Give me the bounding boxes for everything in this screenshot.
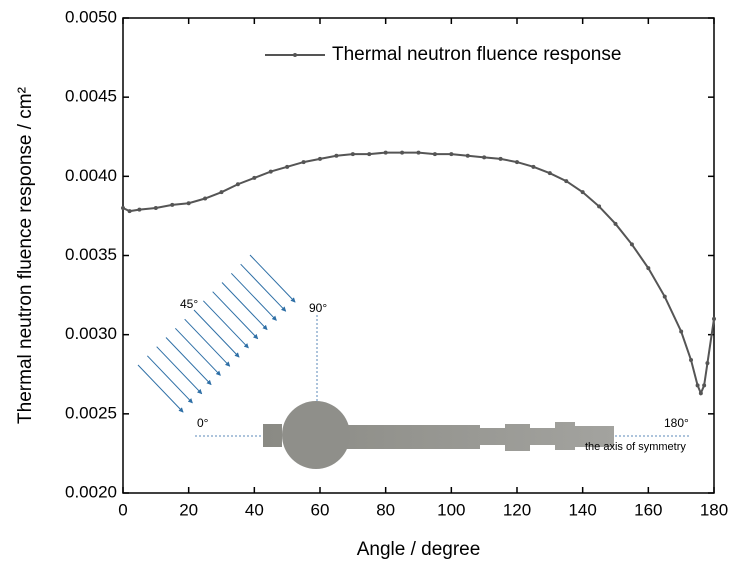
plot-frame bbox=[122, 17, 715, 494]
rod bbox=[263, 422, 614, 451]
data-point bbox=[695, 383, 700, 388]
beam-arrow bbox=[156, 346, 203, 395]
data-point bbox=[203, 196, 208, 201]
y-tick-label: 0.0035 bbox=[65, 245, 117, 264]
data-point bbox=[350, 152, 355, 157]
data-point bbox=[449, 152, 454, 157]
data-point bbox=[127, 209, 132, 214]
x-tick-label: 60 bbox=[311, 500, 330, 519]
data-point bbox=[597, 204, 602, 209]
beam-arrow bbox=[193, 309, 240, 358]
data-point bbox=[689, 358, 694, 362]
data-point bbox=[285, 164, 290, 169]
data-point bbox=[186, 201, 191, 206]
data-point bbox=[219, 190, 224, 195]
data-point bbox=[662, 294, 667, 299]
y-tick-label: 0.0020 bbox=[65, 482, 117, 501]
data-point bbox=[629, 242, 634, 247]
data-point bbox=[646, 266, 651, 271]
data-point bbox=[400, 150, 405, 155]
beam-arrow bbox=[240, 263, 287, 312]
beam-arrow bbox=[230, 272, 277, 321]
y-tick-label: 0.0050 bbox=[65, 7, 117, 26]
x-tick-label: 80 bbox=[376, 500, 395, 519]
data-point bbox=[613, 221, 618, 226]
data-point bbox=[153, 206, 158, 210]
x-tick-label: 140 bbox=[568, 500, 596, 519]
data-point bbox=[712, 316, 716, 321]
legend-label: Thermal neutron fluence response bbox=[332, 44, 621, 65]
data-point bbox=[383, 150, 388, 155]
beam-arrow bbox=[165, 337, 212, 386]
annotation: 180° bbox=[664, 416, 689, 430]
data-point bbox=[698, 391, 703, 396]
data-point bbox=[547, 171, 552, 176]
x-tick-label: 120 bbox=[503, 500, 531, 519]
data-point bbox=[531, 164, 536, 169]
data-point bbox=[268, 169, 273, 174]
data-point bbox=[252, 175, 257, 180]
annotation: 90° bbox=[309, 301, 327, 315]
data-point bbox=[498, 156, 503, 161]
data-point bbox=[515, 160, 519, 165]
data-point bbox=[137, 207, 142, 212]
legend-marker bbox=[293, 53, 297, 57]
x-tick-label: 160 bbox=[634, 500, 662, 519]
beam-arrow bbox=[202, 300, 249, 349]
data-point bbox=[580, 190, 585, 195]
data-point bbox=[416, 150, 421, 155]
x-tick-label: 100 bbox=[437, 500, 465, 519]
y-tick-label: 0.0040 bbox=[65, 166, 117, 185]
inset-diagram bbox=[137, 254, 690, 469]
data-point bbox=[564, 179, 569, 184]
beam-arrow bbox=[137, 364, 184, 413]
beam-arrow bbox=[249, 254, 296, 303]
data-point bbox=[367, 152, 372, 157]
sphere bbox=[282, 401, 350, 469]
y-tick-label: 0.0025 bbox=[65, 403, 117, 422]
annotation: 45° bbox=[180, 297, 198, 311]
x-tick-label: 40 bbox=[245, 500, 264, 519]
beam-arrow bbox=[221, 282, 268, 331]
y-tick-label: 0.0030 bbox=[65, 324, 117, 343]
data-point bbox=[482, 155, 487, 160]
data-point bbox=[121, 206, 125, 210]
data-point bbox=[465, 153, 470, 158]
series-line bbox=[122, 151, 715, 396]
data-point bbox=[679, 329, 684, 334]
data-point bbox=[235, 182, 240, 187]
y-tick-label: 0.0045 bbox=[65, 87, 117, 106]
y-axis-label: Thermal neutron fluence response / cm² bbox=[15, 87, 36, 424]
beam-arrow bbox=[212, 291, 259, 340]
beam-arrow bbox=[146, 355, 193, 404]
data-point bbox=[301, 160, 306, 165]
data-point bbox=[702, 383, 707, 388]
data-point bbox=[318, 156, 322, 161]
x-tick-label: 0 bbox=[118, 500, 127, 519]
data-point bbox=[334, 153, 339, 158]
x-tick-label: 180 bbox=[700, 500, 728, 519]
neutron-beam bbox=[137, 254, 296, 413]
beam-arrow bbox=[184, 318, 231, 367]
beam-arrow bbox=[174, 327, 221, 376]
annotation: the axis of symmetry bbox=[585, 441, 686, 453]
data-point bbox=[705, 361, 710, 366]
annotation: 0° bbox=[197, 416, 209, 430]
x-tick-label: 20 bbox=[179, 500, 198, 519]
x-axis-label: Angle / degree bbox=[357, 539, 481, 560]
data-point bbox=[432, 152, 437, 157]
data-point bbox=[170, 202, 175, 207]
